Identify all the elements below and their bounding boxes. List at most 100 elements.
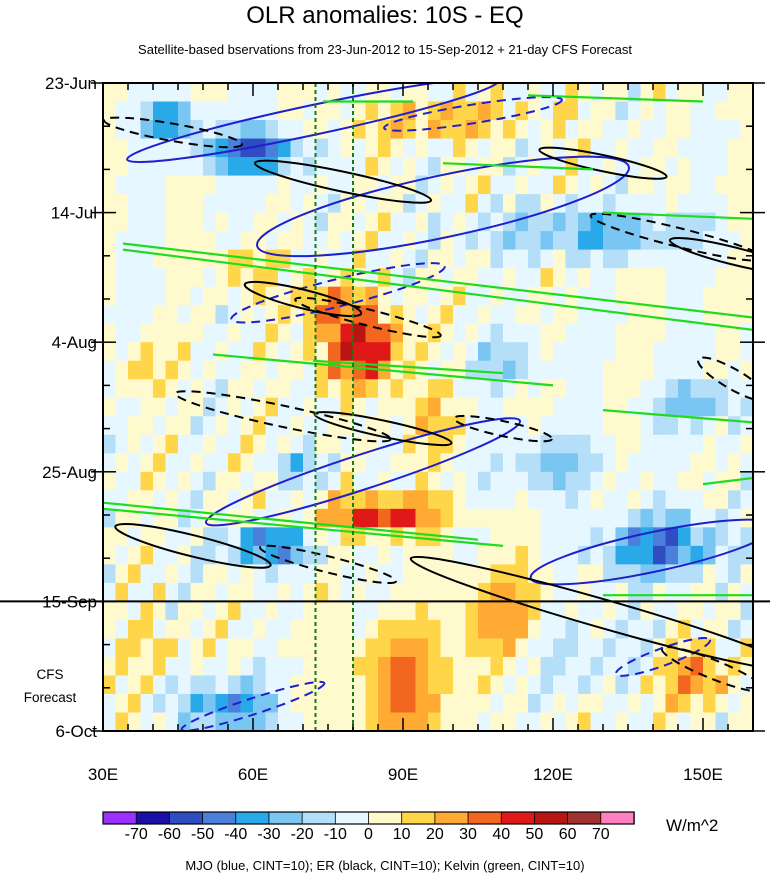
- heat-cell: [190, 693, 204, 714]
- heat-cell: [628, 379, 642, 399]
- heat-cell: [553, 175, 567, 195]
- heat-cell: [228, 379, 242, 399]
- heat-cell: [628, 286, 642, 306]
- heat-cell: [453, 712, 467, 731]
- heat-cell: [165, 564, 179, 584]
- heat-cell: [615, 323, 629, 343]
- heat-cell: [490, 194, 504, 214]
- heat-cell: [553, 453, 567, 473]
- heat-cell: [640, 120, 654, 140]
- heat-cell: [203, 490, 217, 510]
- heat-cell: [315, 434, 329, 454]
- heat-cell: [528, 545, 542, 565]
- heat-cell: [128, 453, 142, 473]
- heat-cell: [428, 416, 442, 436]
- heat-cell: [440, 601, 454, 621]
- heat-cell: [703, 268, 717, 288]
- heat-cell: [128, 342, 142, 362]
- heat-cell: [528, 619, 542, 640]
- heat-cell: [303, 434, 317, 454]
- heat-cell: [290, 286, 304, 306]
- heat-cell: [615, 508, 629, 528]
- heat-cell: [128, 83, 142, 103]
- heat-cell: [590, 434, 604, 454]
- heat-cell: [578, 675, 592, 695]
- heat-cell: [540, 83, 554, 103]
- heat-cell: [715, 268, 729, 288]
- heat-cell: [603, 360, 617, 380]
- heat-cell: [640, 249, 654, 269]
- heat-cell: [540, 268, 554, 288]
- heat-cell: [340, 675, 354, 695]
- heat-cell: [740, 638, 753, 658]
- heat-cell: [403, 323, 417, 343]
- heat-cell: [540, 434, 554, 454]
- heat-cell: [328, 619, 342, 640]
- heat-cell: [278, 601, 292, 621]
- heat-cell: [603, 638, 617, 658]
- colorbar-label: 10: [393, 826, 411, 843]
- heat-cell: [278, 453, 292, 473]
- heat-cell: [265, 453, 279, 473]
- heat-cell: [578, 527, 592, 547]
- heat-cell: [178, 194, 192, 214]
- heat-cell: [278, 249, 292, 269]
- heat-cell: [215, 416, 229, 436]
- heat-cell: [628, 453, 642, 473]
- heat-cell: [340, 212, 354, 232]
- heat-cell: [290, 693, 304, 714]
- heat-cell: [703, 656, 717, 677]
- heat-cell: [203, 175, 217, 195]
- heat-cell: [390, 545, 404, 565]
- heat-cell: [540, 471, 554, 491]
- heat-cell: [178, 83, 192, 103]
- heat-cell: [328, 582, 342, 602]
- heat-cell: [440, 323, 454, 343]
- heat-cell: [653, 582, 667, 602]
- heat-cell: [515, 101, 529, 121]
- heat-cell: [153, 675, 167, 695]
- heat-cell: [565, 582, 579, 602]
- colorbar-label: -60: [158, 826, 181, 843]
- heat-cell: [265, 323, 279, 343]
- heat-cell: [353, 712, 367, 731]
- heat-cell: [628, 120, 642, 140]
- heat-cell: [640, 434, 654, 454]
- heat-cell: [690, 194, 704, 214]
- heat-cell: [603, 305, 617, 325]
- heat-cell: [178, 249, 192, 269]
- heat-cell: [590, 712, 604, 731]
- heat-cell: [578, 212, 592, 232]
- heat-cell: [228, 582, 242, 602]
- heat-cell: [353, 545, 367, 565]
- heat-cell: [153, 175, 167, 195]
- heat-cell: [215, 582, 229, 602]
- heat-cell: [590, 601, 604, 621]
- heat-cell: [428, 194, 442, 214]
- heat-cell: [228, 656, 242, 677]
- heat-cell: [290, 712, 304, 731]
- heat-cell: [503, 286, 517, 306]
- heat-cell: [678, 453, 692, 473]
- heat-cell: [165, 471, 179, 491]
- heat-cell: [203, 342, 217, 362]
- heat-cell: [115, 305, 129, 325]
- heat-cell: [328, 656, 342, 677]
- heat-cell: [290, 101, 304, 121]
- heat-cell: [490, 508, 504, 528]
- heat-cell: [428, 175, 442, 195]
- heat-cell: [315, 101, 329, 121]
- heat-cell: [665, 601, 679, 621]
- heat-cell: [140, 286, 154, 306]
- heat-cell: [515, 490, 529, 510]
- heat-cell: [165, 712, 179, 731]
- heat-cell: [553, 323, 567, 343]
- heat-cell: [565, 249, 579, 269]
- heat-cell: [415, 619, 429, 640]
- heat-cell: [615, 101, 629, 121]
- heat-cell: [153, 212, 167, 232]
- heat-cell: [103, 175, 117, 195]
- heat-cell: [640, 268, 654, 288]
- heat-cell: [240, 212, 254, 232]
- heat-cell: [153, 249, 167, 269]
